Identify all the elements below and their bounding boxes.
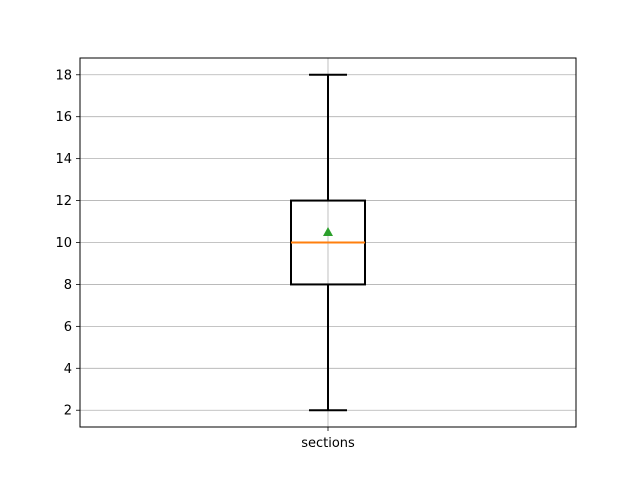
plot-frame [79,57,577,428]
y-tick-label: 4 [64,362,72,377]
mean-marker [323,227,333,237]
y-tick-label: 8 [64,278,72,293]
y-tick-label: 18 [55,68,72,83]
box-layer [290,73,366,412]
y-tick-label: 14 [55,152,72,167]
y-tick-label: 6 [64,320,72,335]
y-tick-label: 10 [55,236,72,251]
x-tick-label: sections [301,436,355,451]
y-tick-label: 2 [64,404,72,419]
y-tick-label: 12 [55,194,72,209]
y-tick-label: 16 [55,110,72,125]
axes-layer: 2 4 6 8 10 12 14 16 18 sections [55,57,577,451]
